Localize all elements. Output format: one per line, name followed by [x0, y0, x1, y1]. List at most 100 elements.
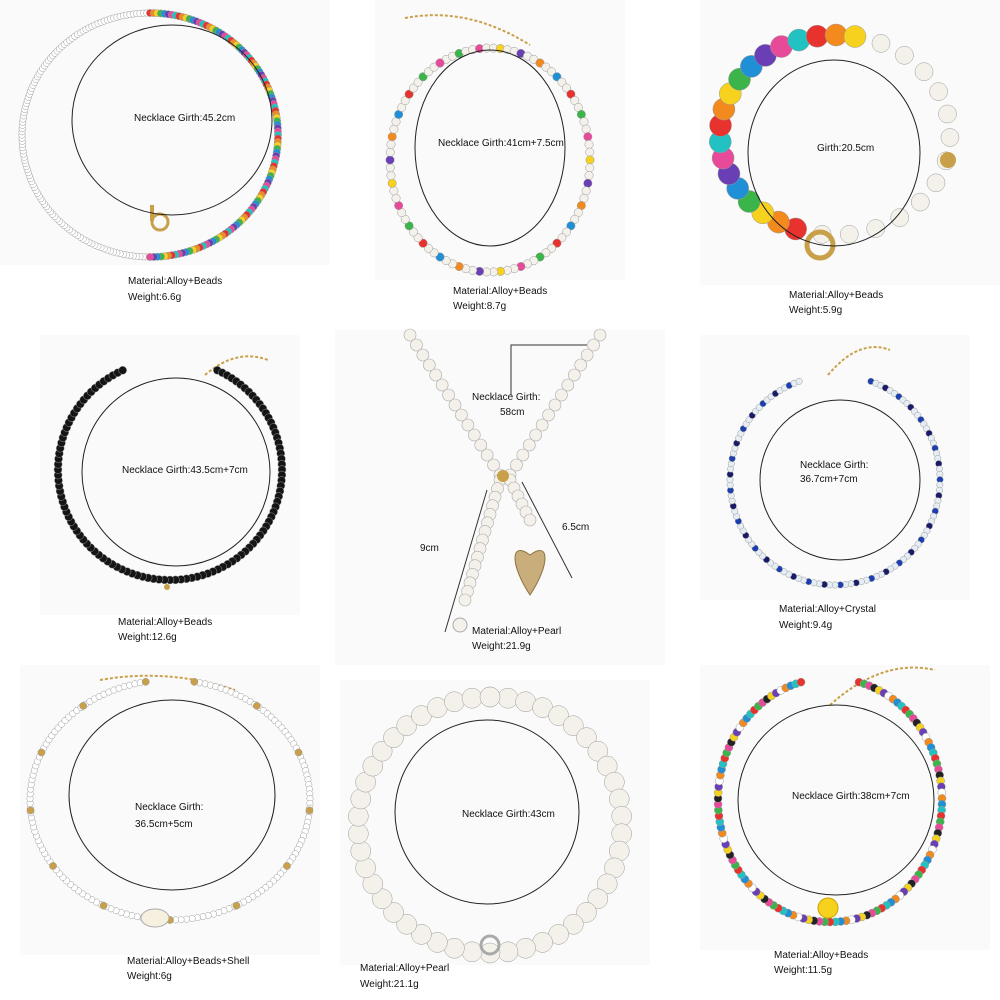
large-pearl [840, 224, 859, 244]
gold-bead [26, 806, 35, 815]
pearl-bead [455, 408, 468, 422]
pearl-bead [467, 428, 481, 442]
seed-bead [796, 677, 806, 687]
pearl-bead [389, 186, 399, 196]
large-pearl [497, 687, 519, 709]
large-pearl [576, 727, 597, 748]
material-label-2: Material:Alloy+Beads [453, 286, 548, 297]
charm [164, 584, 170, 590]
large-pearl [911, 192, 930, 212]
pearl-bead [583, 178, 593, 188]
weight-label-7: Weight:6g [127, 971, 172, 982]
product-photo-4 [40, 335, 300, 615]
pearl-bead [581, 124, 591, 134]
gold-bead [283, 862, 291, 870]
large-pearl [596, 873, 618, 895]
product-photo-6 [700, 335, 970, 600]
large-pearl [914, 62, 934, 81]
material-label-1: Material:Alloy+Beads [128, 276, 223, 287]
pearl-bead [529, 428, 543, 442]
pearl-bead [523, 513, 537, 527]
chunky-bead [824, 23, 848, 47]
material-label-7: Material:Alloy+Beads+Shell [127, 956, 250, 967]
girth-ellipse [759, 399, 921, 561]
large-pearl [396, 914, 417, 935]
pearl-bead [408, 227, 418, 237]
pearl-bead [422, 358, 436, 372]
gold-bead [190, 677, 199, 686]
large-pearl [411, 924, 432, 945]
weight-label-1: Weight:6.6g [128, 292, 182, 303]
gold-bead [294, 748, 303, 757]
gold-bead [37, 748, 46, 757]
extension-chain [827, 346, 891, 376]
shell-pendant [140, 908, 170, 928]
large-pearl [383, 902, 404, 923]
toggle-clasp [479, 934, 501, 956]
pearl-bead [566, 221, 576, 231]
large-pearl [348, 823, 369, 844]
chunky-bead [787, 28, 811, 52]
pearl-bead [458, 593, 472, 607]
material-label-5: Material:Alloy+Pearl [472, 626, 562, 637]
pearl-bead [385, 163, 395, 173]
heart-pendant [514, 550, 546, 596]
girth-label-9: Necklace Girth:38cm+7cm [792, 791, 910, 802]
pearl-bead [416, 348, 430, 362]
smiley-bead [817, 897, 839, 919]
pearl-bead [442, 388, 455, 402]
large-pearl [587, 740, 609, 762]
girth-label-4: Necklace Girth:43.5cm+7cm [122, 465, 248, 476]
girth-label-7: Necklace Girth: [135, 802, 204, 813]
large-pearl [371, 740, 393, 762]
large-pearl [515, 938, 536, 959]
gold-bead [141, 677, 150, 686]
pearl-bead [385, 155, 395, 165]
girth-ellipse [394, 719, 580, 905]
large-pearl [608, 788, 630, 810]
pearl-bead [387, 132, 397, 142]
gold-bead [940, 152, 956, 168]
large-pearl [497, 941, 519, 963]
weight-label-8: Weight:21.1g [360, 979, 419, 990]
pearl-bead [480, 448, 494, 462]
pearl-bead [474, 438, 488, 452]
pearl-bead [548, 398, 562, 412]
large-pearl [611, 806, 632, 827]
toggle-clasp [150, 212, 170, 232]
pearl-bead [585, 163, 595, 173]
weight-label-9: Weight:11.5g [774, 965, 833, 976]
pearl-bead [448, 398, 462, 412]
girth-ellipse [71, 24, 273, 216]
chunky-bead [843, 25, 867, 48]
pearl-bead [584, 139, 594, 149]
pearl-bead [410, 338, 423, 352]
gold-bead [49, 862, 57, 870]
pearl-bead [570, 214, 580, 224]
girth-label-1: Necklace Girth:45.2cm [134, 113, 236, 124]
weight-label-2: Weight:8.7g [453, 301, 507, 312]
large-pearl [383, 727, 404, 748]
pearl-bead [574, 358, 588, 372]
pearl-bead [404, 89, 414, 99]
pearl-bead [542, 408, 555, 422]
pearl-bead [581, 186, 591, 196]
spring-ring-clasp [804, 229, 836, 261]
large-pearl [895, 46, 914, 65]
girth-ellipse [747, 59, 921, 247]
large-pearl [871, 34, 891, 53]
large-pearl [926, 173, 946, 193]
girth-ellipse [414, 49, 566, 247]
pearl-bead [385, 147, 395, 157]
large-pearl [461, 687, 483, 709]
large-pearl [362, 755, 384, 777]
large-pearl [587, 888, 609, 910]
pearl-bead [567, 368, 581, 382]
strand-length-6-5cm: 6.5cm [562, 522, 590, 533]
pearl-bead [403, 328, 417, 342]
extension-chain [204, 355, 269, 376]
large-pearl [576, 902, 597, 923]
pearl-bead [387, 178, 397, 188]
